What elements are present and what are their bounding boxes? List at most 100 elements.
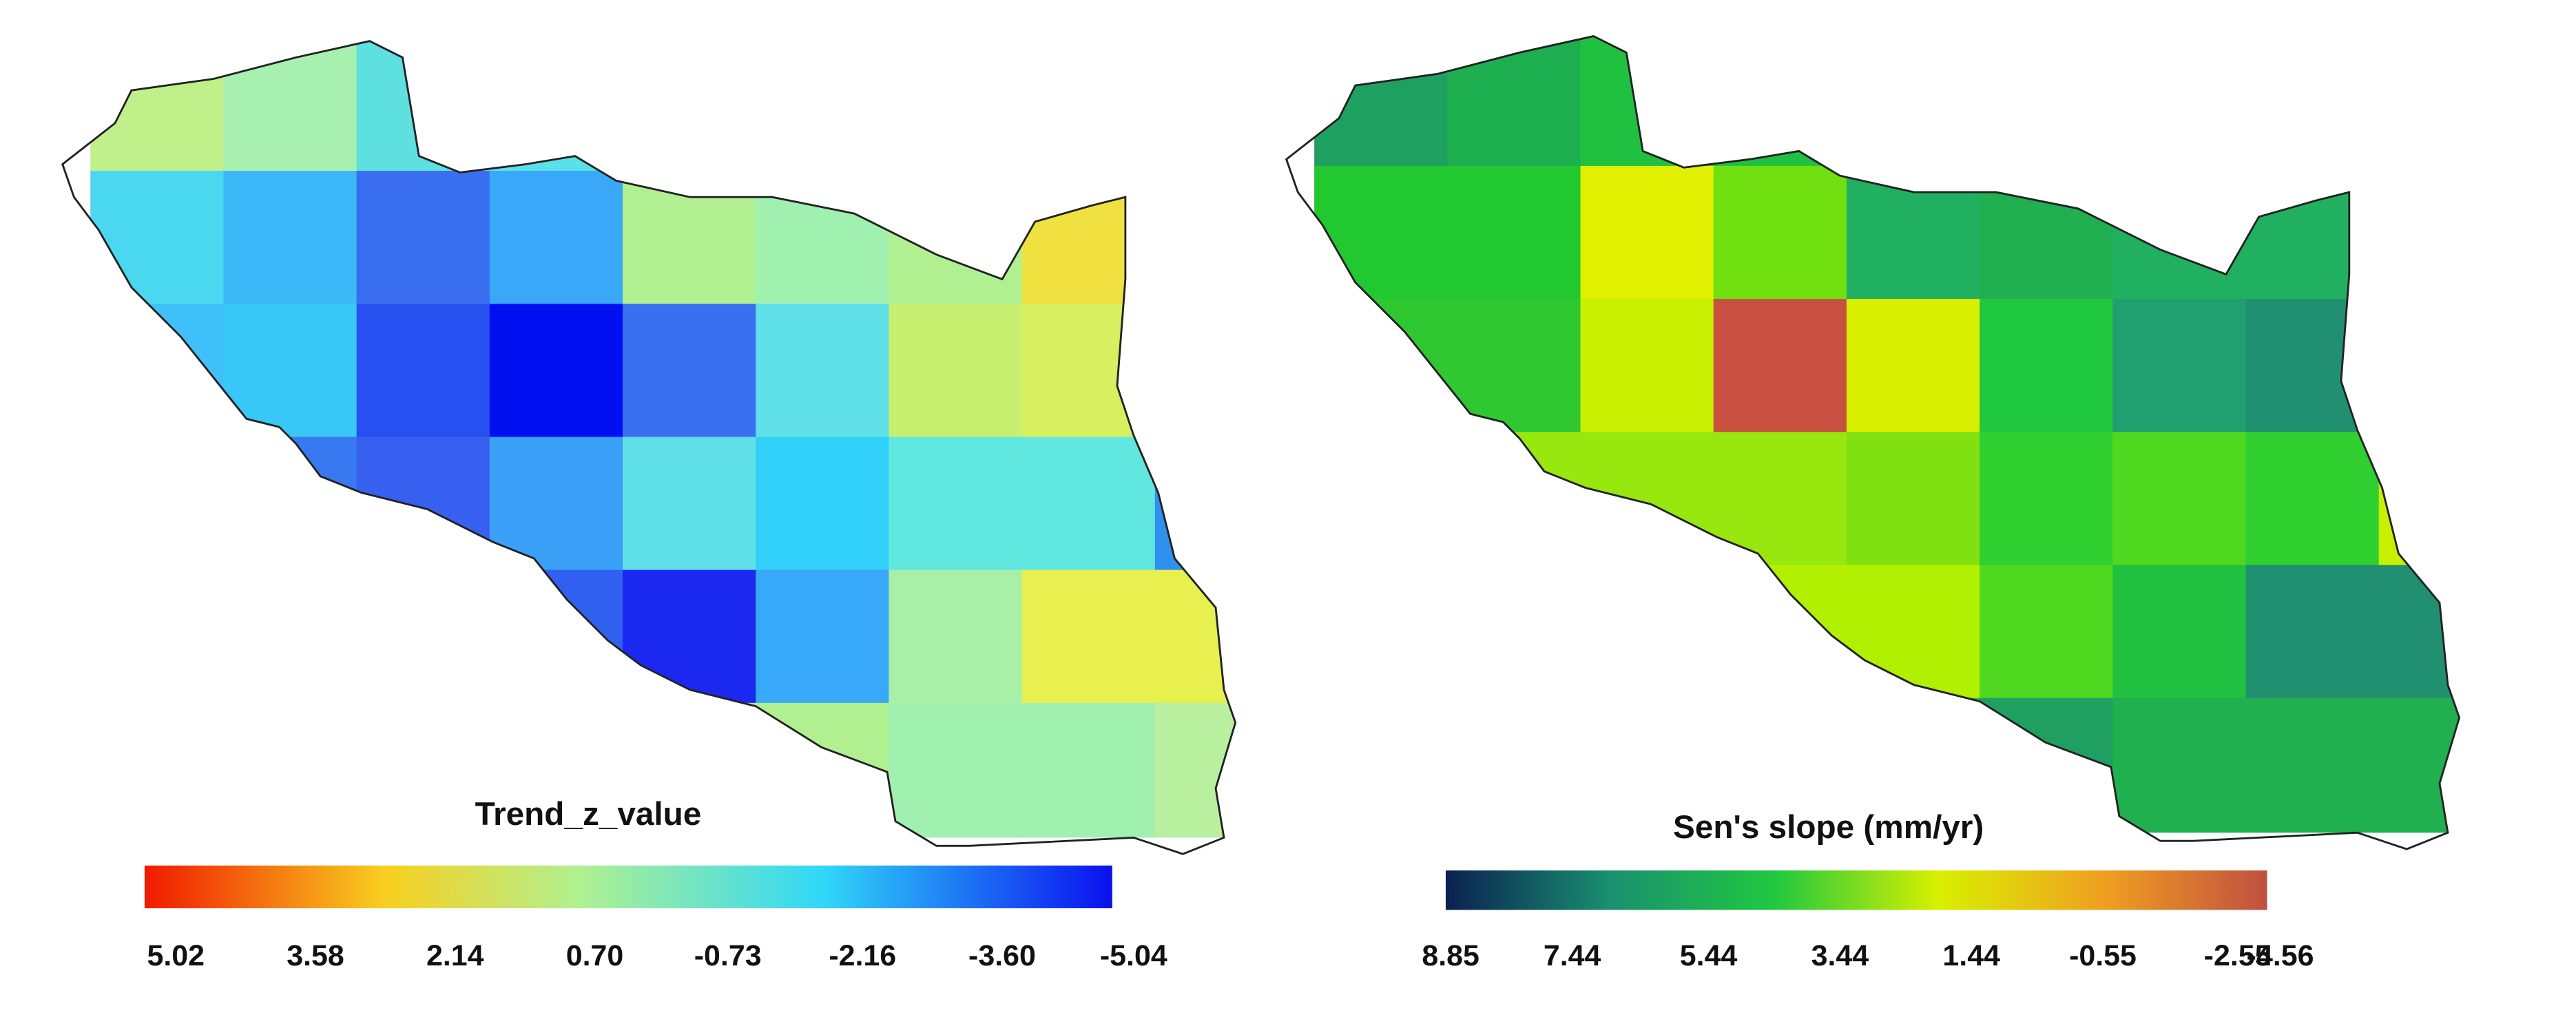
raster-cell [356,304,492,439]
raster-cell [889,702,1024,838]
raster-cell [623,171,758,306]
raster-cell [1447,698,1582,833]
raster-cell [2378,36,2460,168]
raster-cell [489,41,625,173]
raster-cell [756,569,891,705]
raster-cell [1314,432,1449,567]
raster-cell [2245,698,2381,833]
raster-cell [90,569,225,705]
colorbar-label: -3.60 [968,939,1036,972]
raster-cell [756,171,891,306]
raster-cell [2112,299,2247,434]
raster-cell [1980,36,2115,168]
raster-cell [1314,36,1449,168]
raster-cell [1154,702,1236,838]
raster-cell [1314,165,1449,301]
colorbar-label: -4.56 [2247,939,2314,972]
raster-cell [889,569,1024,705]
colorbar [144,865,1112,908]
raster-cell [1580,565,1716,700]
raster-cell [356,41,492,173]
raster-cell [1447,299,1582,434]
raster-cell [1154,171,1236,306]
raster-cell [2112,565,2247,700]
raster-cell [489,171,625,306]
raster-cell [889,304,1024,439]
raster-cell [2245,165,2381,301]
raster-cell [1846,299,1982,434]
raster-cell [1713,165,1849,301]
raster-cell [1314,698,1449,833]
raster-cell [1314,299,1449,434]
colorbar-labels: 8.85 7.44 5.44 3.44 1.44 -0.55 -2.55-4.56 [1422,939,2314,972]
raster-cell [623,41,758,173]
raster-cell [356,437,492,572]
colorbar-label: -0.55 [2069,939,2137,972]
raster-cell [2245,432,2381,567]
raster-cell [223,569,359,705]
raster-cell [889,41,1024,173]
raster-cell [2112,698,2247,833]
raster-cell [356,702,492,838]
raster-cell [1980,299,2115,434]
colorbar-label: -2.16 [829,939,896,972]
raster-cell [756,41,891,173]
raster-cell [756,304,891,439]
raster-cell [1846,565,1982,700]
raster-cell [1980,698,2115,833]
raster-cell [1021,569,1157,705]
raster-cell [1846,165,1982,301]
raster-cell [356,171,492,306]
colorbar [1445,870,2267,910]
raster-cell [90,41,225,173]
raster-cell [1154,437,1236,572]
raster-cell [756,702,891,838]
colorbar-label: 5.44 [1680,939,1738,972]
raster-cell [489,437,625,572]
raster-cell [2378,565,2460,700]
raster-cell [223,171,359,306]
raster-cell [889,437,1024,572]
colorbar-label: 8.85 [1422,939,1479,972]
colorbar-label: 3.58 [287,939,344,972]
raster-cell [1580,36,1716,168]
raster-cell [1021,171,1157,306]
raster-cell [1021,702,1157,838]
raster-cell [1021,437,1157,572]
raster-cell [90,171,225,306]
raster-cell [2245,299,2381,434]
raster-cell [223,304,359,439]
raster-cell [1980,432,2115,567]
raster-cell [1021,41,1157,173]
colorbar-label: -2.55 [2204,939,2272,972]
raster-cell [1580,299,1716,434]
raster-cell [1713,299,1849,434]
raster-cell [2378,299,2460,434]
raster-cell [2112,36,2247,168]
trend-map [90,41,1236,838]
raster-cell [1154,569,1236,705]
raster-cell [1154,304,1236,439]
colorbar-label: 3.44 [1811,939,1869,972]
raster-cell [1713,432,1849,567]
raster-cell [1713,36,1849,168]
raster-cell [2112,165,2247,301]
colorbar-label: -5.04 [1100,939,1167,972]
raster-cell [2112,432,2247,567]
raster-cell [1447,432,1582,567]
raster-cell [223,702,359,838]
raster-cell [1314,565,1449,700]
colorbar-label: -0.73 [694,939,762,972]
raster-cell [1021,304,1157,439]
colorbar-title: Sen's slope (mm/yr) [1673,809,1984,846]
raster-cell [1154,41,1236,173]
raster-cell [1980,565,2115,700]
raster-cell [623,569,758,705]
colorbar-title: Trend_z_value [475,796,702,833]
slope-map [1314,36,2460,833]
raster-cell [623,304,758,439]
raster-cell [1846,432,1982,567]
colorbar-label: 5.02 [147,939,205,972]
raster-cell [2378,432,2460,567]
